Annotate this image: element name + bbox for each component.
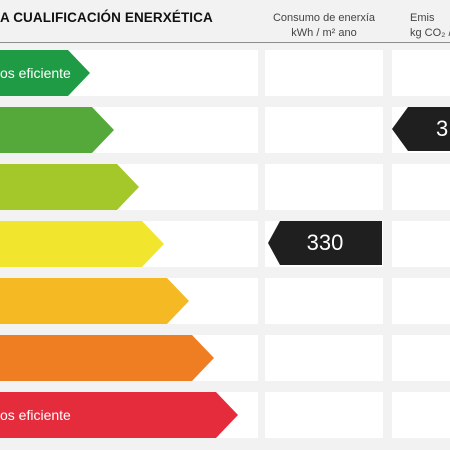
rating-band: os eficiente: [0, 50, 90, 96]
consumo-cell: [265, 164, 383, 210]
emisions-cell: [392, 164, 450, 210]
rating-band: [0, 164, 139, 210]
consumo-value: 330: [306, 230, 344, 255]
header-divider: [0, 42, 450, 43]
emisions-header-line2: kg CO₂ /: [410, 27, 450, 39]
emisions-column-header: Emis kg CO₂ /: [392, 11, 450, 41]
rating-band-label: os eficiente: [0, 407, 71, 423]
emisions-cell: [392, 50, 450, 96]
emisions-cell: [392, 335, 450, 381]
rating-band-label: os eficiente: [0, 65, 71, 81]
emisions-value: 3: [436, 116, 449, 141]
consumo-cell: [265, 107, 383, 153]
consumo-rating-marker: 330: [268, 221, 382, 265]
emisions-cell: [392, 221, 450, 267]
rating-band: [0, 335, 214, 381]
consumo-cell: [265, 278, 383, 324]
rating-band: [0, 221, 164, 267]
title: A CUALIFICACIÓN ENERXÉTICA: [0, 10, 213, 25]
consumo-column-header: Consumo de enerxía kWh / m² ano: [265, 11, 383, 41]
consumo-cell: [265, 50, 383, 96]
emisions-header-line1: Emis: [410, 12, 435, 24]
consumo-header-line1: Consumo de enerxía: [272, 12, 376, 24]
emisions-cell: [392, 278, 450, 324]
consumo-cell: [265, 392, 383, 438]
consumo-cell: [265, 335, 383, 381]
consumo-header-line2: kWh / m² ano: [291, 27, 357, 39]
rating-band: [0, 278, 189, 324]
emisions-cell: [392, 392, 450, 438]
rating-band: [0, 107, 114, 153]
rating-band: os eficiente: [0, 392, 238, 438]
